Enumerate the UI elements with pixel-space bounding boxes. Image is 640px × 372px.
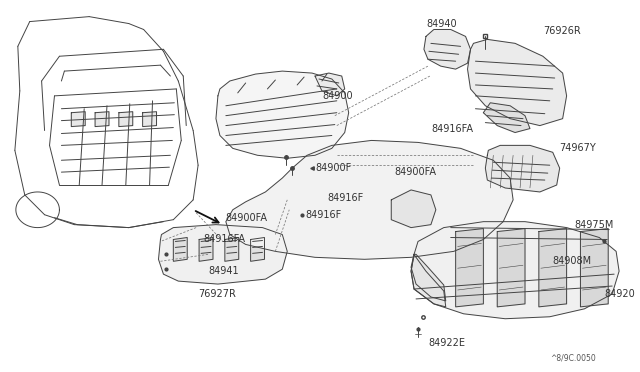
Polygon shape [485,145,559,192]
Polygon shape [226,141,513,259]
Polygon shape [411,254,445,301]
Polygon shape [173,237,188,261]
Polygon shape [95,112,109,126]
Polygon shape [199,237,213,261]
Polygon shape [251,237,264,261]
Text: 74967Y: 74967Y [559,143,596,153]
Polygon shape [483,103,530,132]
Text: 84916F: 84916F [305,210,341,220]
Text: 84916FA: 84916FA [431,124,473,134]
Polygon shape [143,112,157,126]
Text: 84908M: 84908M [553,256,592,266]
Polygon shape [456,228,483,307]
Polygon shape [216,71,349,158]
Text: 84941: 84941 [208,266,239,276]
Text: 84916FA: 84916FA [203,234,245,244]
Text: 84900: 84900 [322,91,353,101]
Polygon shape [468,39,566,126]
Polygon shape [539,228,566,307]
Polygon shape [119,112,132,126]
Text: 84916F: 84916F [327,193,363,203]
Polygon shape [580,228,608,307]
Polygon shape [411,254,445,307]
Text: 84922E: 84922E [428,339,465,349]
Text: 84900FA: 84900FA [226,213,268,223]
Polygon shape [71,112,85,126]
Polygon shape [159,225,287,284]
Polygon shape [315,73,345,96]
Text: 84940: 84940 [426,19,456,29]
Text: ^8/9C.0050: ^8/9C.0050 [550,354,595,363]
Text: 84975M: 84975M [575,219,614,230]
Polygon shape [225,237,239,261]
Text: 84900F: 84900F [315,163,351,173]
Polygon shape [497,228,525,307]
Text: 76926R: 76926R [543,26,580,36]
Text: 76927R: 76927R [198,289,236,299]
Text: 84900FA: 84900FA [394,167,436,177]
Polygon shape [391,190,436,228]
Polygon shape [424,29,470,69]
Polygon shape [411,222,619,319]
Text: 84920: 84920 [604,289,635,299]
